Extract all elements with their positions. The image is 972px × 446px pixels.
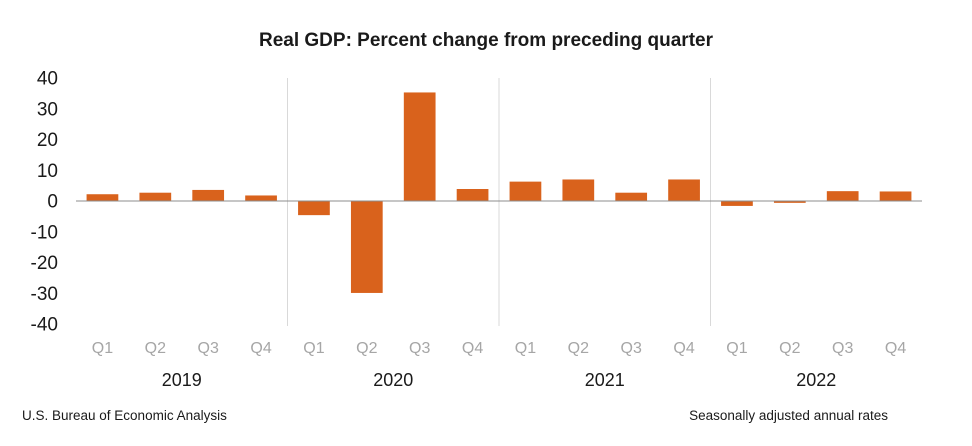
- quarter-label: Q3: [832, 340, 853, 357]
- bar: [509, 181, 542, 201]
- bar: [826, 191, 859, 201]
- quarter-label: Q3: [198, 340, 219, 357]
- bar: [139, 192, 172, 201]
- quarter-label: Q4: [885, 340, 906, 357]
- quarter-label: Q3: [409, 340, 430, 357]
- quarter-label: Q4: [250, 340, 271, 357]
- y-tick-label: -40: [31, 315, 58, 336]
- quarter-label: Q1: [515, 340, 536, 357]
- quarter-label: Q1: [92, 340, 113, 357]
- quarter-label: Q2: [568, 340, 589, 357]
- year-label: 2020: [373, 370, 413, 390]
- source-note: U.S. Bureau of Economic Analysis: [22, 408, 227, 423]
- year-label: 2022: [796, 370, 836, 390]
- y-tick-label: -30: [31, 284, 58, 305]
- bar: [456, 189, 489, 201]
- bar: [721, 201, 753, 206]
- quarter-label: Q1: [303, 340, 324, 357]
- y-tick-label: -20: [31, 253, 58, 274]
- quarter-label: Q2: [356, 340, 377, 357]
- y-tick-label: -10: [31, 222, 58, 243]
- bar: [86, 194, 119, 201]
- year-label: 2019: [162, 370, 202, 390]
- quarter-label: Q2: [145, 340, 166, 357]
- bar: [245, 195, 277, 201]
- bar: [773, 201, 806, 203]
- quarter-label: Q4: [462, 340, 483, 357]
- bar: [615, 192, 648, 201]
- bar: [562, 179, 595, 201]
- y-tick-label: 40: [37, 69, 58, 90]
- bar: [298, 201, 330, 216]
- quarter-label: Q2: [779, 340, 800, 357]
- bar: [879, 191, 912, 201]
- year-label: 2021: [585, 370, 625, 390]
- chart-title: Real GDP: Percent change from preceding …: [258, 30, 713, 51]
- bar: [192, 189, 225, 201]
- rates-note: Seasonally adjusted annual rates: [689, 408, 888, 423]
- bar: [350, 201, 383, 293]
- y-tick-label: 0: [47, 192, 58, 213]
- y-tick-label: 20: [37, 130, 58, 151]
- y-tick-label: 10: [37, 161, 58, 182]
- quarter-label: Q3: [621, 340, 642, 357]
- bar: [668, 179, 700, 201]
- quarter-label: Q1: [726, 340, 747, 357]
- y-tick-label: 30: [37, 99, 58, 120]
- bar: [403, 92, 436, 201]
- quarter-label: Q4: [673, 340, 694, 357]
